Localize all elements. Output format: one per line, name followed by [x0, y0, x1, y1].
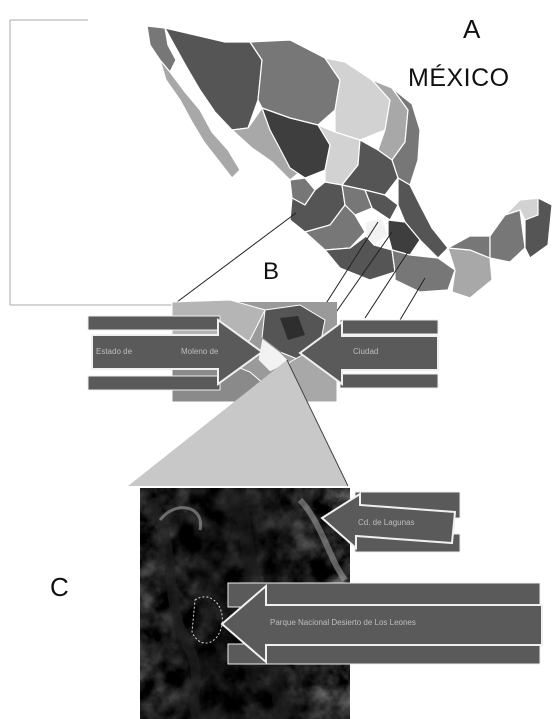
- zoom-lines: [172, 212, 426, 321]
- state-quintana-roo: [524, 197, 553, 259]
- arrow-label-parque: Parque Nacional Desierto de Los Leones: [270, 618, 416, 627]
- state-oaxaca: [391, 249, 456, 293]
- mexico-map: [146, 25, 553, 299]
- state-baja-california: [146, 25, 177, 74]
- state-coahuila: [323, 57, 391, 141]
- zoom-funnel: [128, 360, 348, 486]
- arrow-left-to-right: [91, 318, 264, 386]
- country-label: MÉXICO: [408, 64, 510, 92]
- state-campeche: [489, 209, 526, 263]
- state-baja-california-sur: [159, 59, 241, 179]
- arrow-left-group: [87, 315, 264, 391]
- arrow-right-to-left: [298, 320, 439, 386]
- state-queretaro-hidalgo: [364, 189, 399, 221]
- arrow-label-estado: Estado de: [96, 347, 133, 356]
- state-guanajuato: [341, 184, 373, 216]
- panel-b-label: B: [263, 258, 280, 285]
- arrow-lagunas: [320, 492, 457, 551]
- arrow-label-lagunas: Cd. de Lagunas: [358, 518, 415, 527]
- panel-a-label: A: [463, 14, 481, 44]
- state-veracruz: [397, 176, 449, 259]
- arrow-label-cdmx: Ciudad: [353, 347, 379, 356]
- state-durango: [261, 107, 331, 179]
- arrow-label-pueblo: Moleno de: [181, 347, 219, 356]
- arrow-parque-group: [220, 582, 543, 665]
- panel-c-label: C: [50, 572, 69, 602]
- arrow-right-group: [298, 319, 439, 389]
- arrow-parque: [220, 583, 543, 665]
- state-sonora: [163, 27, 263, 131]
- state-estado-de-mexico: [364, 217, 389, 246]
- arrow-lagunas-group: [320, 491, 461, 553]
